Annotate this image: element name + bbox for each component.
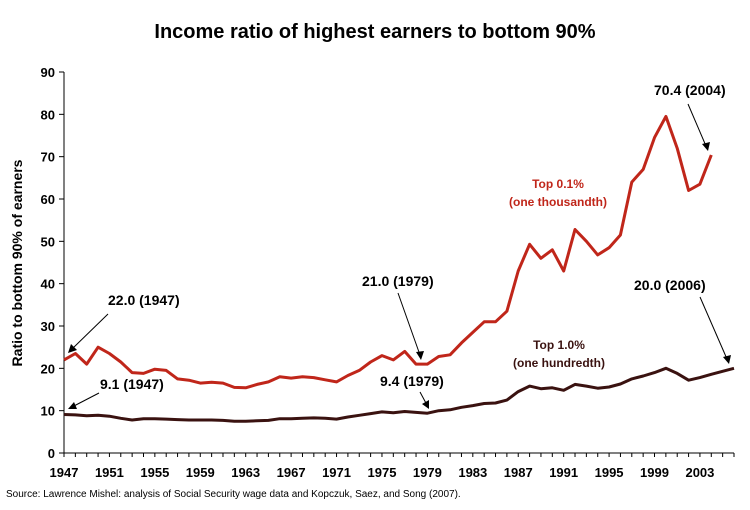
series-top-1-0-percent [63, 366, 735, 423]
x-tick-label: 1967 [277, 465, 306, 480]
y-tick-label: 50 [41, 234, 55, 249]
x-axis-ticks: 1947 1951 1955 1959 1963 1967 1971 1975 1979 1983… [50, 453, 735, 480]
annotation-20-2006: 20.0 (2006) [634, 277, 731, 364]
series-label-top-0-1-line1: Top 0.1% [532, 177, 584, 191]
annotation-70-4-2004: 70.4 (2004) [654, 82, 726, 151]
annotation-arrow [397, 292, 421, 356]
annotation-9-1-1947: 9.1 (1947) [68, 376, 164, 409]
y-tick-label: 90 [41, 65, 55, 80]
annotation-22-1947: 22.0 (1947) [68, 292, 180, 353]
annotation-label: 21.0 (1979) [362, 273, 434, 289]
y-tick-label: 30 [41, 319, 55, 334]
y-tick-label: 80 [41, 107, 55, 122]
x-tick-label: 2003 [685, 465, 714, 480]
series-label-top-0-1-line2: (one thousandth) [509, 195, 607, 209]
x-tick-label: 1983 [458, 465, 487, 480]
arrow-head-icon [723, 355, 731, 364]
annotation-label: 70.4 (2004) [654, 82, 726, 98]
y-tick-label: 40 [41, 277, 55, 292]
series-label-top-1-0-line2: (one hundredth) [513, 356, 605, 370]
y-tick-label: 60 [41, 192, 55, 207]
x-tick-label: 1995 [595, 465, 624, 480]
y-tick-label: 0 [48, 446, 55, 461]
x-tick-label: 1951 [95, 465, 124, 480]
annotation-label: 22.0 (1947) [108, 292, 180, 308]
y-axis-label: Ratio to bottom 90% of earners [9, 159, 25, 366]
arrow-head-icon [422, 400, 429, 409]
annotation-label: 9.1 (1947) [100, 376, 164, 392]
annotation-arrow [699, 296, 728, 360]
annotation-arrow [71, 313, 109, 350]
source-note: Source: Lawrence Mishel: analysis of Soc… [6, 489, 461, 500]
series-label-top-1-0-line1: Top 1.0% [533, 338, 585, 352]
series-top-0-1-percent [63, 114, 713, 390]
x-tick-label: 1979 [413, 465, 442, 480]
x-tick-label: 1959 [186, 465, 215, 480]
y-tick-label: 10 [41, 404, 55, 419]
arrow-head-icon [68, 344, 77, 353]
x-tick-label: 1955 [140, 465, 169, 480]
arrow-head-icon [702, 142, 710, 151]
series-lines [63, 114, 735, 423]
annotation-9-4-1979: 9.4 (1979) [380, 373, 444, 409]
x-tick-label: 1947 [50, 465, 79, 480]
annotation-arrow [71, 392, 100, 408]
x-tick-label: 1971 [322, 465, 351, 480]
annotation-label: 9.4 (1979) [380, 373, 444, 389]
x-tick-label: 1963 [231, 465, 260, 480]
x-tick-label: 1999 [640, 465, 669, 480]
x-tick-label: 1991 [549, 465, 578, 480]
x-tick-label: 1987 [504, 465, 533, 480]
arrow-head-icon [416, 351, 424, 360]
chart-title: Income ratio of highest earners to botto… [154, 21, 595, 43]
y-tick-label: 20 [41, 361, 55, 376]
annotation-21-1979: 21.0 (1979) [362, 273, 434, 360]
annotation-label: 20.0 (2006) [634, 277, 706, 293]
arrow-head-icon [68, 402, 77, 409]
x-tick-label: 1975 [368, 465, 397, 480]
annotation-arrow [687, 103, 707, 147]
y-tick-label: 70 [41, 150, 55, 165]
y-axis-ticks: 0 10 20 30 40 50 60 70 80 90 [41, 65, 64, 461]
